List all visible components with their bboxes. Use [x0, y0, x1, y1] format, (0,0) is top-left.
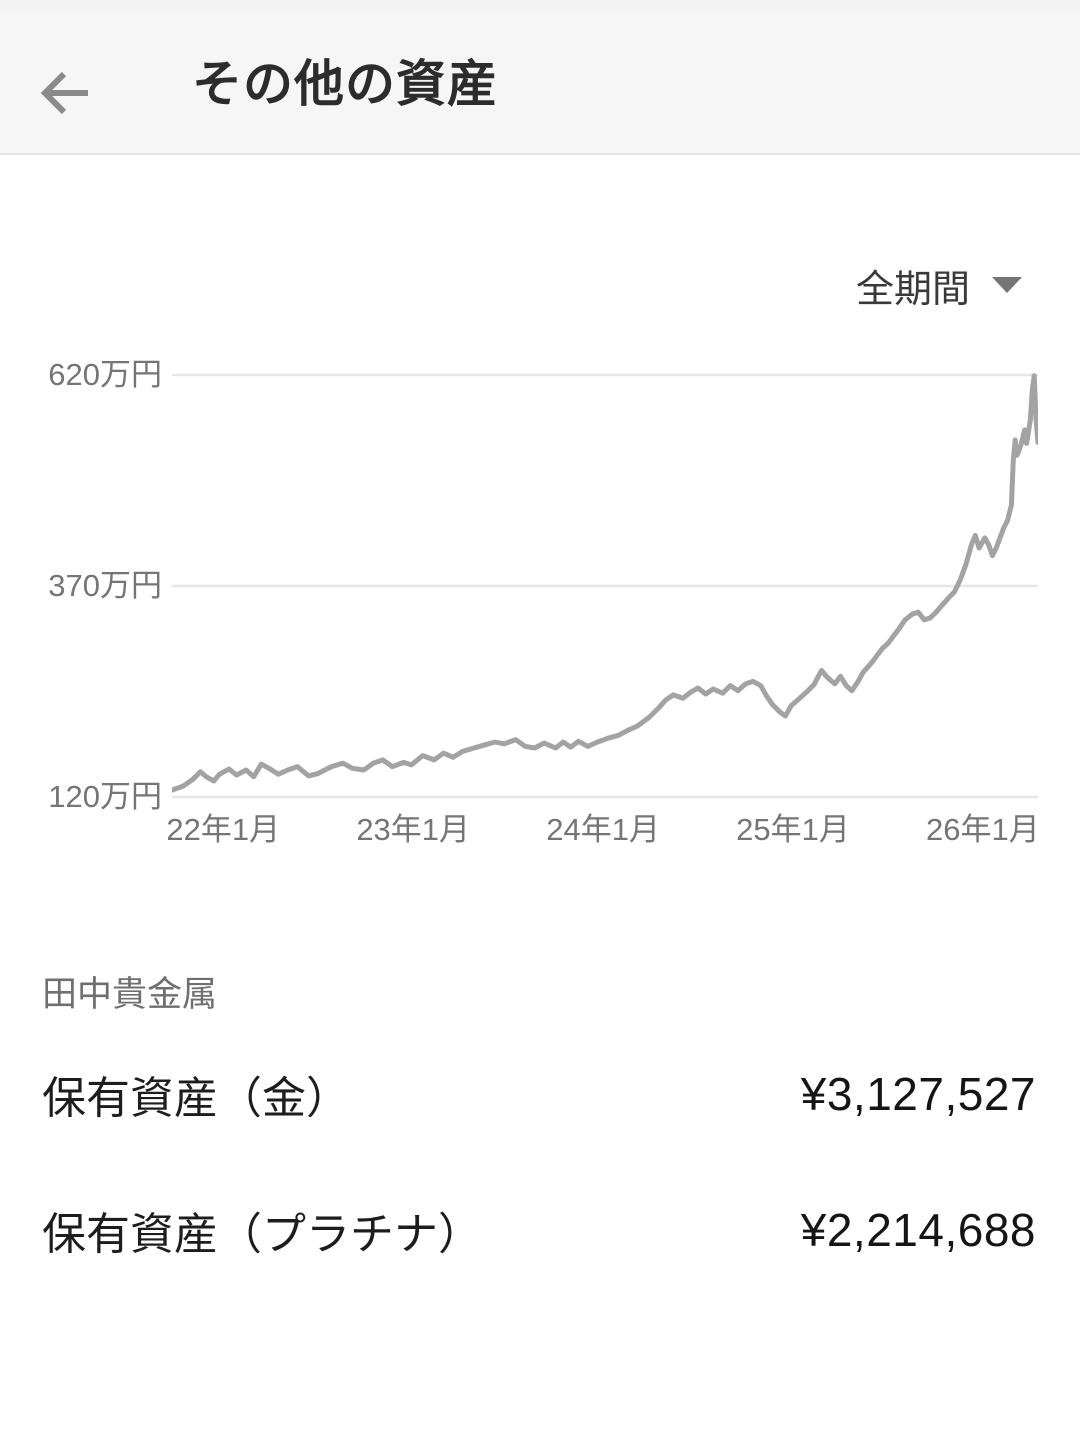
x-axis-tick-label: 22年1月 [166, 812, 281, 847]
back-arrow-icon [40, 71, 88, 115]
x-axis-tick-label: 24年1月 [546, 812, 660, 847]
period-selector-label: 全期間 [855, 268, 970, 311]
y-axis-tick-label: 620万円 [48, 357, 162, 392]
holding-value-platinum: ¥2,214,688 [800, 1204, 1036, 1256]
asset-line-chart [172, 373, 1038, 799]
asset-chart: 620万円 370万円 120万円 22年1月 23年1月 24年1月 25年1月 26年1月 [0, 357, 1080, 860]
holding-value-gold: ¥3,127,527 [800, 1068, 1036, 1120]
back-button[interactable] [40, 60, 106, 126]
provider-name: 田中貴金属 [42, 975, 218, 1014]
chevron-down-icon [992, 277, 1022, 293]
app-bar: その他の資産 [0, 12, 1080, 155]
y-axis-tick-label: 120万円 [48, 779, 162, 814]
holding-label-platinum: 保有資産（プラチナ） [42, 1210, 482, 1259]
x-axis-tick-label: 23年1月 [356, 812, 471, 847]
statusbar-strip [0, 0, 1080, 12]
x-axis-tick-label: 25年1月 [736, 812, 850, 847]
holding-row-platinum: 保有資産（プラチナ） ¥2,214,688 [42, 1198, 1036, 1262]
page-title: その他の資産 [192, 56, 498, 112]
asset-trend-line [172, 373, 1038, 793]
holding-label-gold: 保有資産（金） [42, 1074, 350, 1123]
holding-row-gold: 保有資産（金） ¥3,127,527 [42, 1062, 1036, 1126]
x-axis-tick-label: 26年1月 [926, 812, 1040, 847]
period-selector[interactable]: 全期間 [856, 258, 1022, 312]
y-axis-tick-label: 370万円 [48, 568, 162, 603]
